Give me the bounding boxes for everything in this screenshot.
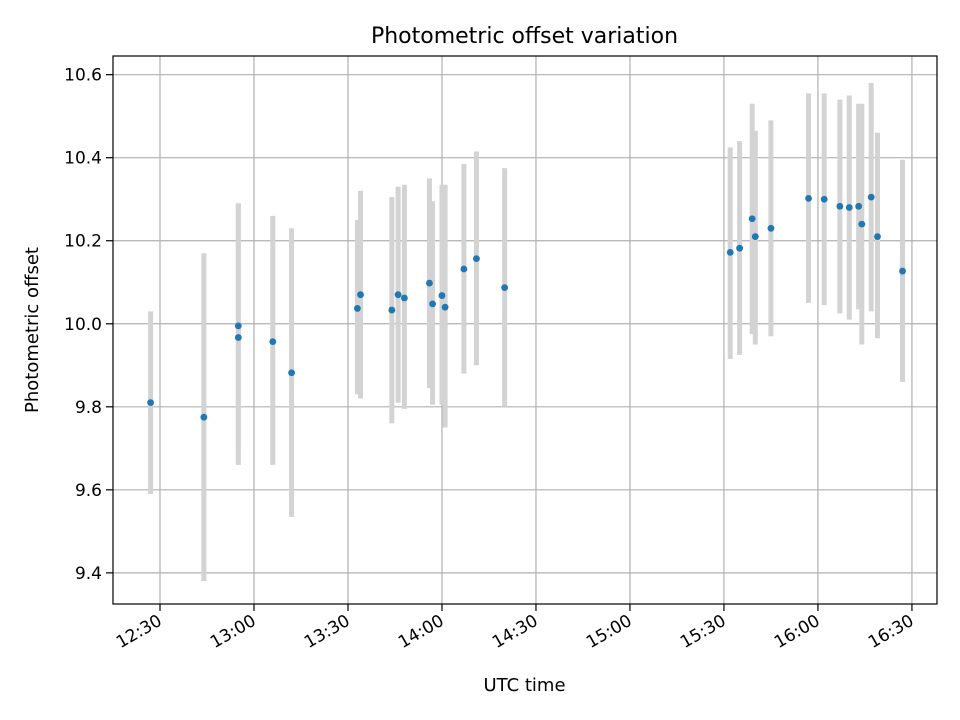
- data-point: [820, 195, 828, 203]
- data-point: [501, 284, 509, 292]
- data-point: [441, 303, 449, 311]
- y-tick-label: 10.2: [64, 232, 102, 252]
- y-tick-label: 10.4: [64, 149, 102, 169]
- x-tick-label: 13:00: [207, 611, 259, 653]
- data-point: [288, 369, 295, 377]
- data-point: [751, 233, 759, 240]
- data-point: [805, 194, 812, 202]
- x-tick-label: 16:30: [865, 611, 917, 653]
- data-point: [855, 202, 863, 210]
- x-axis-label: UTC time: [483, 675, 565, 696]
- x-tick-label: 14:00: [395, 611, 447, 653]
- y-axis-label: Photometric offset: [22, 247, 43, 413]
- grid-lines: [113, 56, 937, 604]
- y-tick-label: 9.6: [75, 481, 102, 501]
- y-axis: 9.4 9.6 9.8 10.0 10.2 10.4 10.6: [64, 66, 113, 584]
- data-point: [357, 291, 364, 299]
- y-tick-label: 9.4: [75, 564, 102, 584]
- data-point: [460, 265, 468, 273]
- data-point: [394, 291, 402, 299]
- data-point: [200, 413, 208, 421]
- data-point: [269, 338, 277, 346]
- data-point: [438, 292, 446, 299]
- x-tick-label: 13:30: [301, 611, 353, 653]
- y-tick-label: 10.0: [64, 315, 102, 335]
- data-point: [867, 193, 875, 201]
- data-point: [388, 306, 396, 314]
- data-point: [473, 255, 480, 262]
- y-tick-label: 9.8: [75, 398, 102, 418]
- chart-title: Photometric offset variation: [371, 24, 678, 49]
- data-point: [748, 215, 756, 223]
- data-point: [400, 294, 408, 302]
- data-point: [858, 220, 866, 228]
- x-tick-label: 15:00: [583, 611, 635, 653]
- data-point: [874, 233, 881, 240]
- data-point: [767, 224, 775, 232]
- data-point: [899, 267, 906, 275]
- y-tick-label: 10.6: [64, 66, 102, 86]
- data-point: [736, 244, 744, 252]
- data-point: [353, 305, 361, 312]
- data-points: [147, 193, 906, 421]
- x-tick-label: 12:30: [113, 611, 165, 653]
- data-point: [234, 334, 242, 341]
- data-point: [726, 248, 734, 256]
- data-point: [429, 300, 436, 308]
- plot-frame: [112, 55, 938, 605]
- x-tick-label: 15:30: [677, 611, 729, 653]
- data-point: [836, 202, 844, 210]
- x-axis: 12:30 13:00 13:30 14:00 14:30 15:00 15:30 16:00…: [113, 604, 917, 653]
- data-point: [845, 204, 853, 211]
- data-point: [426, 279, 433, 287]
- x-tick-label: 14:30: [489, 611, 541, 653]
- data-point: [147, 399, 154, 407]
- data-point: [234, 322, 242, 330]
- x-tick-label: 16:00: [771, 611, 823, 653]
